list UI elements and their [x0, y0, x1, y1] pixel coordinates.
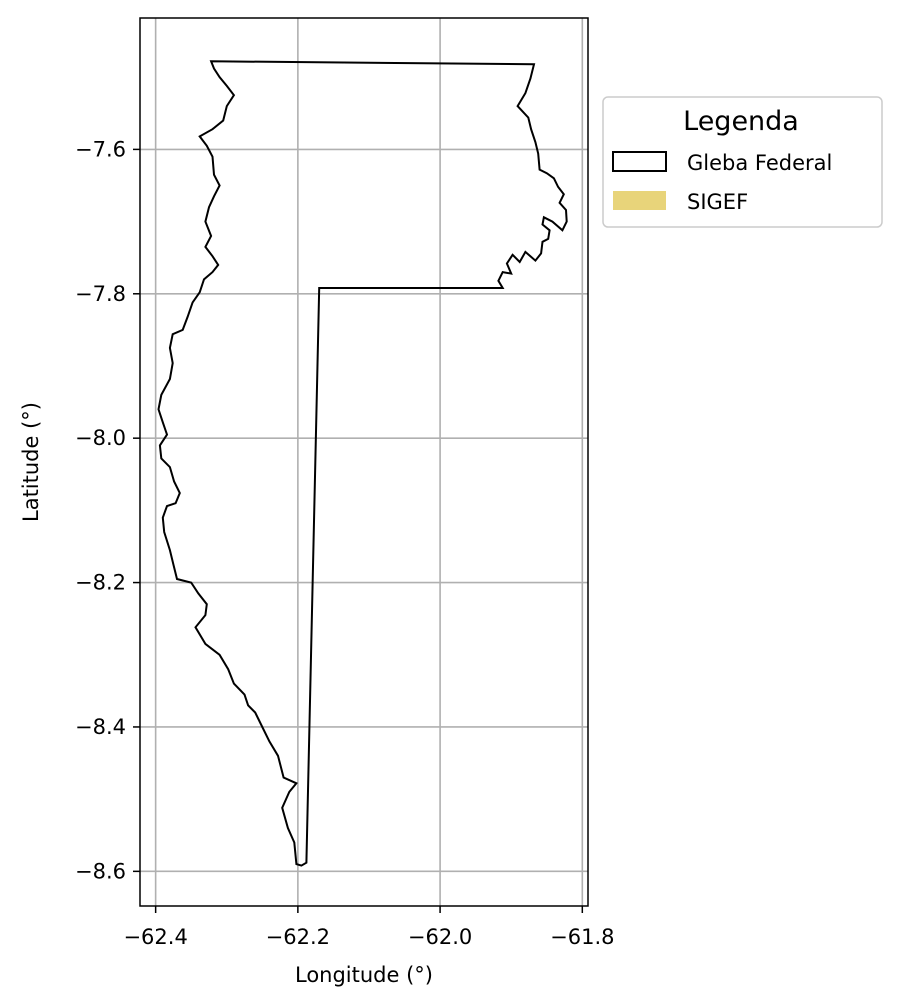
- axes-frame: [139, 17, 589, 907]
- y-tick-label: −8.0: [75, 426, 126, 450]
- legend-label-sigef: SIGEF: [687, 190, 748, 214]
- y-tick-label: −8.2: [75, 571, 126, 595]
- legend-swatch-sigef: [613, 191, 666, 210]
- x-tick-label: −61.8: [550, 925, 614, 949]
- legend-label-gleba-federal: Gleba Federal: [687, 151, 832, 175]
- y-tick-label: −8.6: [75, 859, 126, 883]
- gleba-federal-layer: [157, 60, 568, 867]
- x-tick-label: −62.4: [123, 925, 187, 949]
- legend-title: Legenda: [683, 106, 799, 137]
- y-axis-label: Latitude (°): [19, 402, 43, 522]
- y-tick-label: −7.8: [75, 282, 126, 306]
- legend-swatch-gleba-federal: [612, 151, 667, 172]
- x-axis-label: Longitude (°): [295, 963, 433, 987]
- y-tick-label: −8.4: [75, 715, 126, 739]
- y-axis-ticks: −7.6 −7.8 −8.0 −8.2 −8.4 −8.6: [75, 137, 140, 883]
- gleba-federal-polygon: [157, 60, 568, 867]
- gridlines: [140, 18, 588, 906]
- x-tick-label: −62.2: [266, 925, 330, 949]
- legend: Legenda Gleba Federal SIGEF: [602, 96, 883, 228]
- y-tick-label: −7.6: [75, 137, 126, 161]
- x-axis-ticks: −62.4 −62.2 −62.0 −61.8: [123, 906, 614, 949]
- legend-box: [602, 96, 883, 228]
- x-tick-label: −62.0: [408, 925, 472, 949]
